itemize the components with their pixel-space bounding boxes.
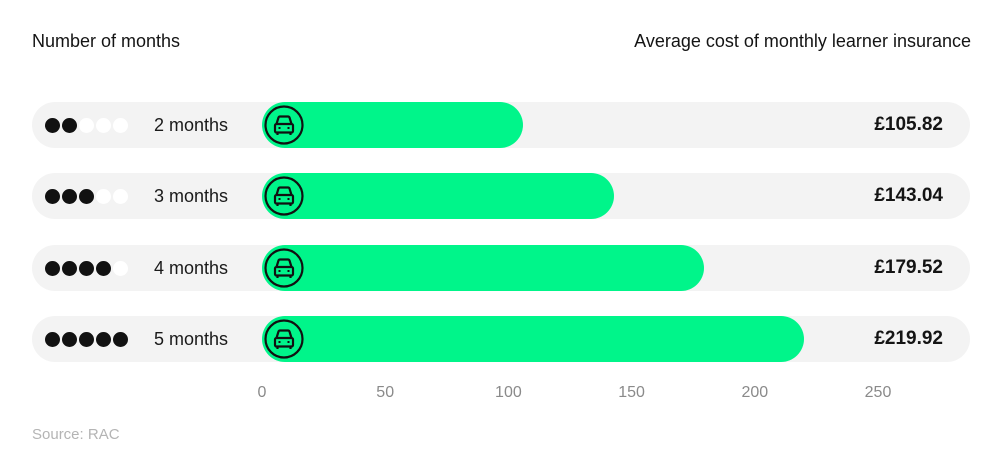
filled-dot-icon (45, 261, 60, 276)
filled-dot-icon (79, 261, 94, 276)
x-axis-tick: 0 (257, 384, 267, 401)
x-axis-tick: 100 (495, 384, 522, 401)
category-label: 3 months (154, 186, 229, 206)
filled-dot-icon (62, 261, 77, 276)
empty-dot-icon (96, 118, 111, 133)
filled-dot-icon (62, 189, 77, 204)
value-label: £219.92 (874, 328, 943, 349)
value-label: £179.52 (874, 257, 943, 278)
x-axis-tick: 50 (376, 384, 395, 401)
month-dots-indicator (45, 118, 128, 133)
filled-dot-icon (45, 118, 60, 133)
value-label: £143.04 (874, 185, 943, 206)
bar-row: 5 months £219.92 (32, 316, 970, 362)
category-label: 2 months (154, 115, 229, 135)
bar-row: 3 months £143.04 (32, 173, 970, 219)
car-front-icon (263, 104, 305, 146)
chart-title: Average cost of monthly learner insuranc… (634, 31, 971, 51)
bar-row: 2 months £105.82 (32, 102, 970, 148)
empty-dot-icon (113, 118, 128, 133)
filled-dot-icon (96, 332, 111, 347)
month-dots-indicator (45, 332, 128, 347)
filled-dot-icon (62, 118, 77, 133)
filled-dot-icon (45, 189, 60, 204)
filled-dot-icon (113, 332, 128, 347)
empty-dot-icon (113, 261, 128, 276)
value-bar (262, 173, 614, 219)
value-label: £105.82 (874, 114, 943, 135)
x-axis-tick: 150 (618, 384, 645, 401)
filled-dot-icon (62, 332, 77, 347)
car-front-icon (263, 247, 305, 289)
source-note: Source: RAC (32, 426, 120, 443)
category-label: 4 months (154, 258, 229, 278)
y-axis-title: Number of months (32, 31, 181, 51)
filled-dot-icon (79, 332, 94, 347)
car-front-icon (263, 318, 305, 360)
filled-dot-icon (96, 261, 111, 276)
empty-dot-icon (79, 118, 94, 133)
x-axis-tick: 200 (741, 384, 769, 401)
value-bar (262, 245, 704, 291)
month-dots-indicator (45, 261, 128, 276)
empty-dot-icon (96, 189, 111, 204)
bar-row: 4 months £179.52 (32, 245, 970, 291)
value-bar (262, 316, 804, 362)
car-front-icon (263, 175, 305, 217)
x-axis-tick: 250 (864, 384, 892, 401)
category-label: 5 months (154, 329, 229, 349)
filled-dot-icon (45, 332, 60, 347)
value-bar (262, 102, 523, 148)
month-dots-indicator (45, 189, 128, 204)
empty-dot-icon (113, 189, 128, 204)
filled-dot-icon (79, 189, 94, 204)
